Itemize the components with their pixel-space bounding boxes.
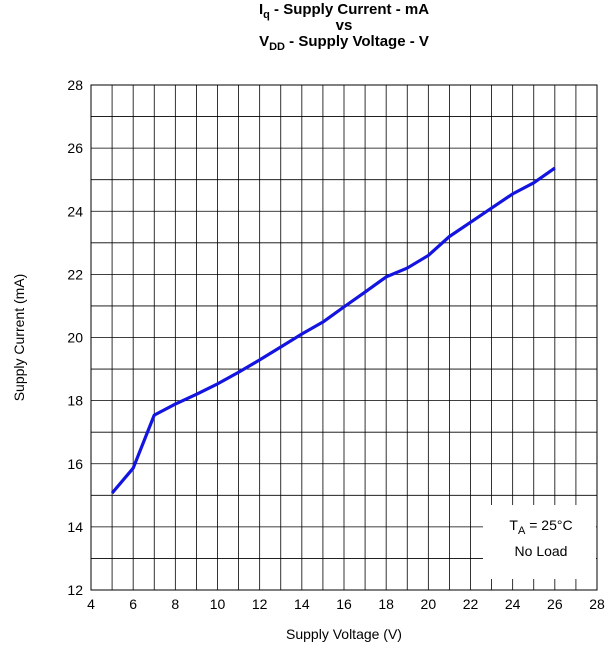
annotation-box xyxy=(483,505,596,579)
x-tick-label: 16 xyxy=(336,596,352,612)
chart-title-part: DD xyxy=(269,41,285,53)
chart-title: Iq - Supply Current - mA xyxy=(259,1,429,21)
y-tick-label: 20 xyxy=(67,330,83,346)
y-tick-label: 26 xyxy=(67,140,83,156)
x-tick-label: 10 xyxy=(210,596,226,612)
x-tick-label: 20 xyxy=(421,596,437,612)
annotation: No Load xyxy=(515,543,568,559)
y-tick-label: 18 xyxy=(67,393,83,409)
x-tick-label: 24 xyxy=(505,596,521,612)
x-tick-label: 6 xyxy=(129,596,137,612)
x-tick-label: 8 xyxy=(171,596,179,612)
annotation-part: T xyxy=(509,517,518,533)
chart-title-part: - Supply Voltage - V xyxy=(285,33,429,50)
chart-title-part: vs xyxy=(336,17,353,34)
annotation-part: No Load xyxy=(515,543,568,559)
plot-frame xyxy=(90,84,598,591)
chart-title: VDD - Supply Voltage - V xyxy=(259,33,429,53)
y-axis-label: Supply Current (mA) xyxy=(11,274,27,402)
x-axis-label: Supply Voltage (V) xyxy=(286,626,402,642)
x-tick-label: 4 xyxy=(87,596,95,612)
chart-title-part: V xyxy=(259,33,269,50)
y-tick-label: 12 xyxy=(67,582,83,598)
chart-title-part: I xyxy=(259,1,263,18)
x-tick-label: 12 xyxy=(252,596,268,612)
y-tick-label: 24 xyxy=(67,203,83,219)
y-tick-label: 22 xyxy=(67,266,83,282)
x-tick-label: 22 xyxy=(463,596,479,612)
y-tick-label: 16 xyxy=(67,456,83,472)
chart-title: vs xyxy=(336,17,353,34)
y-tick-label: 28 xyxy=(67,77,83,93)
data-line xyxy=(110,166,556,495)
x-tick-label: 14 xyxy=(294,596,310,612)
annotation-part: A xyxy=(518,525,526,537)
chart-title-part: q xyxy=(263,9,270,21)
chart-title-part: - Supply Current - mA xyxy=(270,1,429,18)
y-tick-label: 14 xyxy=(67,519,83,535)
annotation-part: = 25°C xyxy=(525,517,572,533)
x-tick-label: 26 xyxy=(547,596,563,612)
x-tick-label: 28 xyxy=(589,596,605,612)
annotation: TA = 25°C xyxy=(509,517,572,537)
x-tick-label: 18 xyxy=(378,596,394,612)
